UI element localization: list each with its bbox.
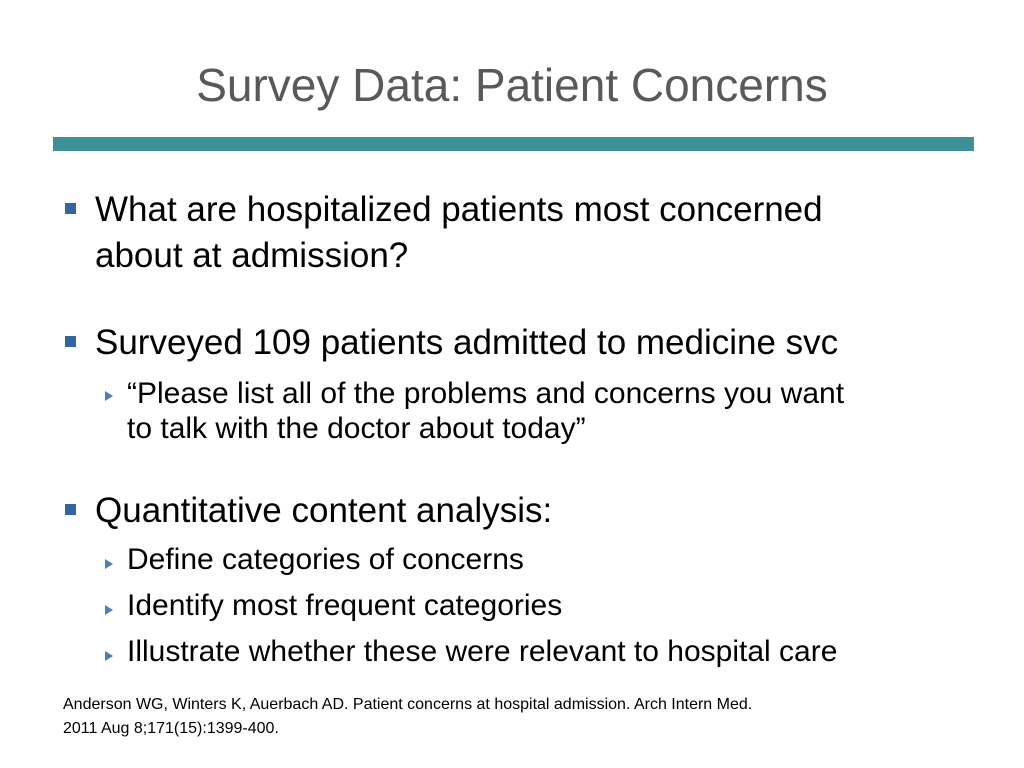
square-bullet-icon [65, 336, 76, 347]
slide-title: Survey Data: Patient Concerns [196, 59, 828, 111]
triangle-bullet-icon [105, 559, 113, 569]
sub-bullet-2-1-line-1: “Please list all of the problems and con… [127, 377, 845, 410]
bullet-2-text: Surveyed 109 patients admitted to medici… [95, 320, 975, 366]
square-bullet-icon [65, 504, 76, 515]
citation-line-1: Anderson WG, Winters K, Auerbach AD. Pat… [63, 696, 753, 713]
sub-bullet-3-2-text: Identify most frequent categories [127, 588, 987, 623]
sub-bullet-3-3-text: Illustrate whether these were relevant t… [127, 634, 987, 669]
triangle-bullet-icon [105, 391, 113, 401]
bullet-3-text: Quantitative content analysis: [95, 488, 975, 534]
bullet-1-line-1: What are hospitalized patients most conc… [95, 190, 823, 229]
citation-line-2: 2011 Aug 8;171(15):1399-400. [63, 720, 279, 737]
sub-bullet-3-3-line-1: Illustrate whether these were relevant t… [127, 635, 838, 668]
sub-bullet-3-1-line-1: Define categories of concerns [127, 543, 524, 576]
bullet-2-line-1: Surveyed 109 patients admitted to medici… [95, 323, 839, 362]
bullet-3-line-1: Quantitative content analysis: [95, 491, 553, 530]
square-bullet-icon [65, 203, 76, 214]
citation: Anderson WG, Winters K, Auerbach AD. Pat… [63, 693, 963, 741]
triangle-bullet-icon [105, 605, 113, 615]
sub-bullet-3-2-line-1: Identify most frequent categories [127, 589, 563, 622]
bullet-1-line-2: about at admission? [95, 236, 409, 275]
sub-bullet-2-1-text: “Please list all of the problems and con… [127, 376, 987, 446]
bullet-1-text: What are hospitalized patients most conc… [95, 187, 975, 279]
title-divider [53, 137, 974, 151]
sub-bullet-3-1-text: Define categories of concerns [127, 542, 987, 577]
sub-bullet-2-1-line-2: to talk with the doctor about today” [127, 412, 586, 445]
triangle-bullet-icon [105, 651, 113, 661]
